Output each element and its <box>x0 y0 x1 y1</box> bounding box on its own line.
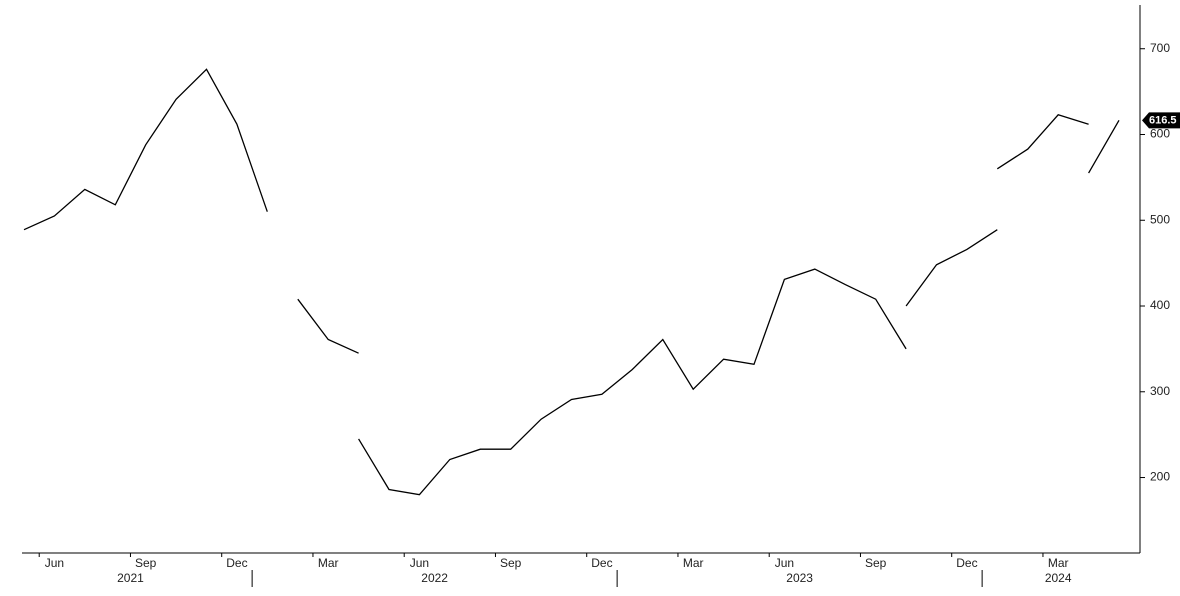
year-label: 2022 <box>421 571 448 585</box>
price-line <box>1088 119 1120 174</box>
x-tick-label: Jun <box>775 556 794 570</box>
x-tick-label: Sep <box>135 556 157 570</box>
y-tick-label: 700 <box>1150 41 1170 55</box>
price-line <box>358 268 907 496</box>
y-tick-label: 300 <box>1150 384 1170 398</box>
last-value-tag <box>1142 112 1180 129</box>
x-tick-label: Dec <box>956 556 977 570</box>
x-tick-label: Sep <box>500 556 522 570</box>
x-tick-label: Mar <box>1048 556 1069 570</box>
price-line <box>23 68 268 231</box>
year-label: 2021 <box>117 571 144 585</box>
price-line <box>905 229 998 307</box>
x-tick-label: Mar <box>318 556 339 570</box>
year-label: 2024 <box>1045 571 1072 585</box>
x-tick-label: Dec <box>591 556 612 570</box>
y-tick-label: 500 <box>1150 212 1170 226</box>
price-line <box>996 114 1089 170</box>
y-tick-label: 600 <box>1150 127 1170 141</box>
x-tick-label: Jun <box>45 556 64 570</box>
year-label: 2023 <box>786 571 813 585</box>
last-value-label: 616.5 <box>1149 114 1177 126</box>
x-tick-label: Sep <box>865 556 887 570</box>
x-tick-label: Mar <box>683 556 704 570</box>
x-tick-label: Jun <box>410 556 429 570</box>
y-tick-label: 200 <box>1150 470 1170 484</box>
price-line <box>297 298 359 354</box>
x-tick-label: Dec <box>226 556 247 570</box>
y-tick-label: 400 <box>1150 298 1170 312</box>
